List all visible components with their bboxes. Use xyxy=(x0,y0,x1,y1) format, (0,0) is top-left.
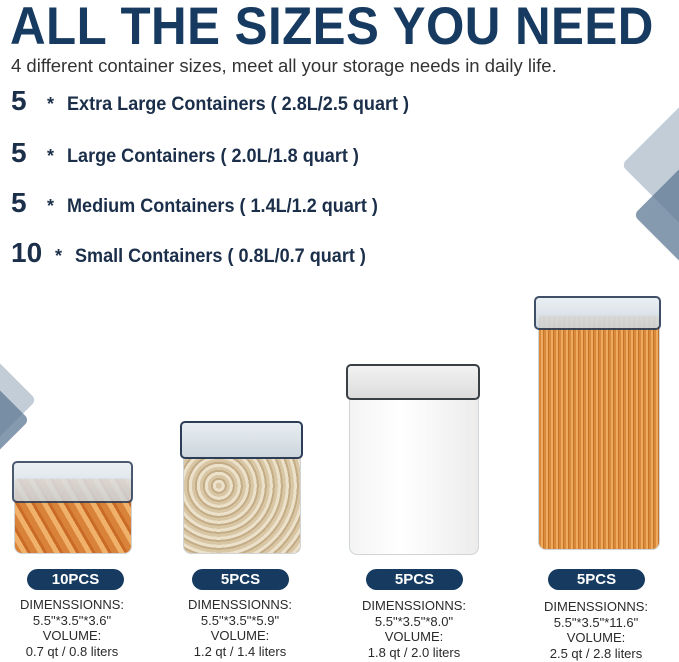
count: 5 xyxy=(11,187,27,218)
size-label: Extra Large Containers ( 2.8L/2.5 quart … xyxy=(67,94,410,115)
size-label: Medium Containers ( 1.4L/1.2 quart ) xyxy=(67,196,378,217)
quantity-badge: 5PCS xyxy=(366,569,463,590)
size-label: Small Containers ( 0.8L/0.7 quart ) xyxy=(75,246,366,267)
product-specs: DIMENSSIONNS: 5.5"*3.5"*5.9" VOLUME: 1.2… xyxy=(155,597,325,659)
volume-label: VOLUME: xyxy=(42,628,102,643)
volume-value: 2.5 qt / 2.8 liters xyxy=(549,645,643,661)
dimensions-value: 5.5"*3.5"*11.6" xyxy=(553,614,639,630)
size-row-xl: 5 * Extra Large Containers ( 2.8L/2.5 qu… xyxy=(11,85,427,117)
xl-container-image xyxy=(538,315,660,550)
medium-container-image xyxy=(183,440,301,554)
size-row-large: 5 * Large Containers ( 2.0L/1.8 quart ) xyxy=(11,137,374,169)
dimensions-label: DIMENSSIONNS: xyxy=(19,597,124,612)
product-specs: DIMENSSIONNS: 5.5"*3.5"*8.0" VOLUME: 1.8… xyxy=(329,598,499,660)
xl-container-lid xyxy=(534,296,661,330)
count: 5 xyxy=(11,137,27,168)
multiply-sign: * xyxy=(55,246,63,266)
multiply-sign: * xyxy=(47,94,55,114)
quantity-badge: 5PCS xyxy=(548,569,645,590)
volume-value: 1.2 qt / 1.4 liters xyxy=(193,643,287,659)
volume-label: VOLUME: xyxy=(566,630,626,645)
multiply-sign: * xyxy=(47,146,55,166)
quantity-badge: 5PCS xyxy=(192,569,289,590)
product-specs: DIMENSSIONNS: 5.5"*3.5"*11.6" VOLUME: 2.… xyxy=(511,599,679,661)
size-row-medium: 5 * Medium Containers ( 1.4L/1.2 quart ) xyxy=(11,187,394,219)
multiply-sign: * xyxy=(47,196,55,216)
dimensions-value: 5.5"*3.5"*5.9" xyxy=(200,612,280,628)
product-specs: DIMENSSIONNS: 5.5"*3.5"*3.6" VOLUME: 0.7… xyxy=(0,597,157,659)
dimensions-label: DIMENSSIONNS: xyxy=(187,597,292,612)
subtitle: 4 different container sizes, meet all yo… xyxy=(11,55,557,76)
dimensions-value: 5.5"*3.5"*3.6" xyxy=(32,612,112,628)
count: 10 xyxy=(11,237,43,268)
dimensions-value: 5.5"*3.5"*8.0" xyxy=(374,613,454,629)
size-row-small: 10 * Small Containers ( 0.8L/0.7 quart ) xyxy=(11,237,381,269)
volume-label: VOLUME: xyxy=(384,629,444,644)
size-label: Large Containers ( 2.0L/1.8 quart ) xyxy=(67,146,359,167)
count: 5 xyxy=(11,85,27,116)
large-container-lid xyxy=(346,364,480,400)
volume-label: VOLUME: xyxy=(210,628,270,643)
page-title: ALL THE SIZES YOU NEED xyxy=(10,0,654,56)
large-container-image xyxy=(349,385,479,555)
medium-container-lid xyxy=(180,421,303,459)
volume-value: 0.7 qt / 0.8 liters xyxy=(25,643,119,659)
quantity-badge: 10PCS xyxy=(27,569,124,590)
volume-value: 1.8 qt / 2.0 liters xyxy=(367,644,461,660)
small-container-lid xyxy=(12,461,133,503)
dimensions-label: DIMENSSIONNS: xyxy=(543,599,648,614)
dimensions-label: DIMENSSIONNS: xyxy=(361,598,466,613)
